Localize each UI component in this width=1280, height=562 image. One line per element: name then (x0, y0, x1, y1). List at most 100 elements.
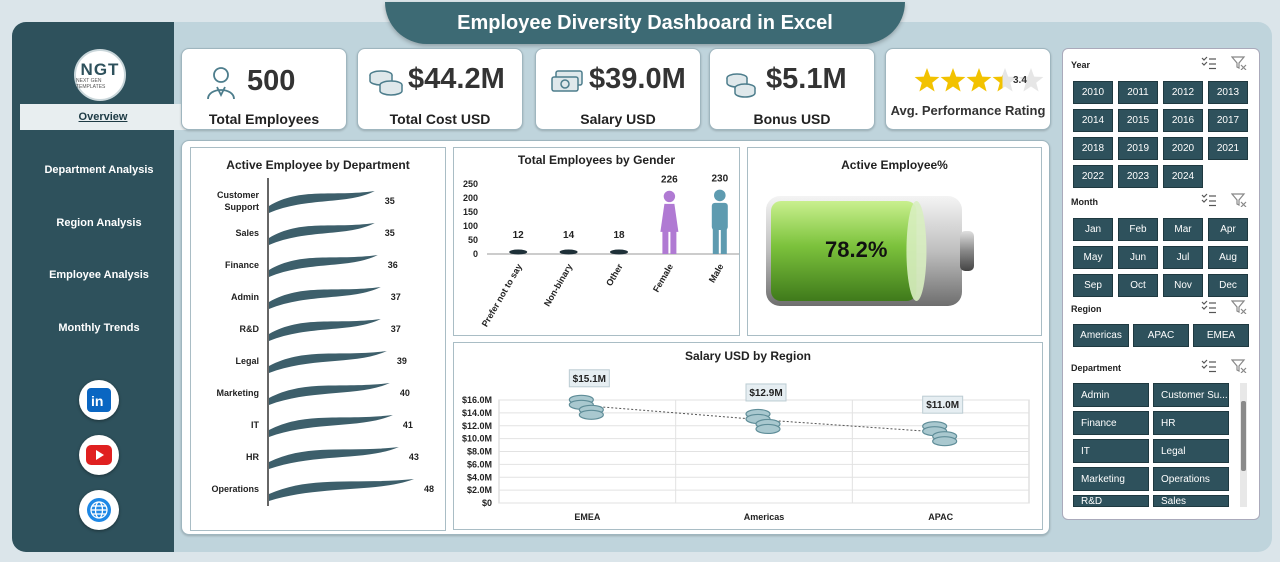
linkedin-icon[interactable]: in (79, 380, 119, 420)
slicer-month-dec[interactable]: Dec (1208, 274, 1248, 297)
y-tick-label: $14.0M (462, 408, 492, 418)
slicer-month-aug[interactable]: Aug (1208, 246, 1248, 269)
department-bar[interactable] (269, 255, 378, 277)
slicer-month-jul[interactable]: Jul (1163, 246, 1203, 269)
coin-stack-marker[interactable] (922, 421, 958, 447)
multi-select-icon[interactable] (1201, 300, 1217, 317)
youtube-icon[interactable] (79, 435, 119, 475)
data-label: 39 (397, 356, 407, 366)
nav-overview[interactable]: Overview (20, 104, 186, 130)
slicer-month-jan[interactable]: Jan (1073, 218, 1113, 241)
scrollbar-thumb[interactable] (1241, 401, 1246, 471)
female-icon[interactable] (660, 190, 679, 254)
slicer-year-2022[interactable]: 2022 (1073, 165, 1113, 188)
slicer-department-item[interactable]: Customer Su... (1153, 383, 1229, 407)
nav-monthly-trends[interactable]: Monthly Trends (58, 322, 140, 334)
clear-filter-icon[interactable] (1230, 56, 1247, 73)
person-icon[interactable] (559, 249, 578, 255)
department-bar[interactable] (269, 383, 390, 405)
slicer-year-2019[interactable]: 2019 (1118, 137, 1158, 160)
slicer-month-may[interactable]: May (1073, 246, 1113, 269)
department-bar[interactable] (269, 319, 381, 341)
nav-region-analysis[interactable]: Region Analysis (56, 217, 142, 229)
department-bar[interactable] (269, 191, 375, 213)
slicer-region-emea[interactable]: EMEA (1193, 324, 1249, 347)
department-bar[interactable] (269, 287, 381, 309)
person-icon[interactable] (509, 249, 528, 255)
slicer-month-oct[interactable]: Oct (1118, 274, 1158, 297)
y-tick-label: $6.0M (467, 459, 492, 469)
slicer-department-item[interactable]: Legal (1153, 439, 1229, 463)
slicer-month-apr[interactable]: Apr (1208, 218, 1248, 241)
slicer-department-item[interactable]: Operations (1153, 467, 1229, 491)
slicer-department-item[interactable]: R&D (1073, 495, 1149, 507)
slicer-year-2018[interactable]: 2018 (1073, 137, 1113, 160)
slicer-department-item[interactable]: Finance (1073, 411, 1149, 435)
panel-active-employee: Active Employee% 78.2% (747, 147, 1042, 336)
category-label: Other (604, 262, 625, 288)
slicer-year-2011[interactable]: 2011 (1118, 81, 1158, 104)
category-label: Prefer not to say (480, 262, 524, 329)
slicer-month-sep[interactable]: Sep (1073, 274, 1113, 297)
slicer-year-2014[interactable]: 2014 (1073, 109, 1113, 132)
slicer-department-item[interactable]: HR (1153, 411, 1229, 435)
slicer-year-2020[interactable]: 2020 (1163, 137, 1203, 160)
department-bar[interactable] (269, 415, 393, 437)
battery-fill (771, 201, 917, 301)
slicer-department-item[interactable]: Sales (1153, 495, 1229, 507)
department-bar[interactable] (269, 447, 399, 469)
category-label: Female (651, 262, 675, 294)
slicer-panel: Year Month Region Department 2010 2011 201… (1062, 48, 1260, 520)
slicer-year-2024[interactable]: 2024 (1163, 165, 1203, 188)
slicer-department-item[interactable]: Marketing (1073, 467, 1149, 491)
coin-stack-marker[interactable] (745, 408, 781, 435)
slicer-year-2021[interactable]: 2021 (1208, 137, 1248, 160)
slicer-year-2016[interactable]: 2016 (1163, 109, 1203, 132)
slicer-year-2013[interactable]: 2013 (1208, 81, 1248, 104)
slicer-month-feb[interactable]: Feb (1118, 218, 1158, 241)
coins-icon (726, 73, 756, 98)
department-bar[interactable] (269, 223, 375, 245)
multi-select-icon[interactable] (1201, 193, 1217, 210)
clear-filter-icon[interactable] (1230, 193, 1247, 210)
data-label: $12.9M (749, 388, 782, 399)
department-scrollbar[interactable] (1240, 383, 1247, 507)
data-label: 48 (424, 484, 434, 494)
data-label: 37 (391, 324, 401, 334)
star-icon (966, 68, 992, 92)
website-icon[interactable] (79, 490, 119, 530)
sidebar: NGT NEXT GEN TEMPLATES Overview Departme… (12, 22, 186, 552)
slicer-year-2017[interactable]: 2017 (1208, 109, 1248, 132)
y-tick-label: $8.0M (467, 447, 492, 457)
person-icon[interactable] (610, 249, 628, 255)
multi-select-icon[interactable] (1201, 56, 1217, 73)
slicer-department-header: Department (1071, 363, 1122, 373)
clear-filter-icon[interactable] (1230, 359, 1247, 376)
category-label: APAC (928, 512, 953, 522)
employee-icon (207, 67, 235, 100)
slicer-month-mar[interactable]: Mar (1163, 218, 1203, 241)
male-icon[interactable] (711, 189, 728, 254)
data-label: 226 (661, 175, 678, 186)
kpi-total-employees: 500 Total Employees (181, 48, 347, 130)
slicer-region-americas[interactable]: Americas (1073, 324, 1129, 347)
department-bar[interactable] (269, 351, 387, 373)
department-bar[interactable] (269, 479, 414, 501)
nav-department-analysis[interactable]: Department Analysis (44, 164, 154, 176)
coin-stack-marker[interactable] (568, 394, 604, 420)
data-label: 43 (409, 452, 419, 462)
slicer-department-item[interactable]: Admin (1073, 383, 1149, 407)
kpi-label: Bonus USD (753, 111, 831, 127)
star-icon (992, 68, 1018, 92)
slicer-region-apac[interactable]: APAC (1133, 324, 1189, 347)
slicer-year-2015[interactable]: 2015 (1118, 109, 1158, 132)
multi-select-icon[interactable] (1201, 359, 1217, 376)
clear-filter-icon[interactable] (1230, 300, 1247, 317)
slicer-year-2023[interactable]: 2023 (1118, 165, 1158, 188)
slicer-month-nov[interactable]: Nov (1163, 274, 1203, 297)
slicer-month-jun[interactable]: Jun (1118, 246, 1158, 269)
slicer-year-2012[interactable]: 2012 (1163, 81, 1203, 104)
slicer-department-item[interactable]: IT (1073, 439, 1149, 463)
slicer-year-2010[interactable]: 2010 (1073, 81, 1113, 104)
nav-employee-analysis[interactable]: Employee Analysis (49, 269, 149, 281)
